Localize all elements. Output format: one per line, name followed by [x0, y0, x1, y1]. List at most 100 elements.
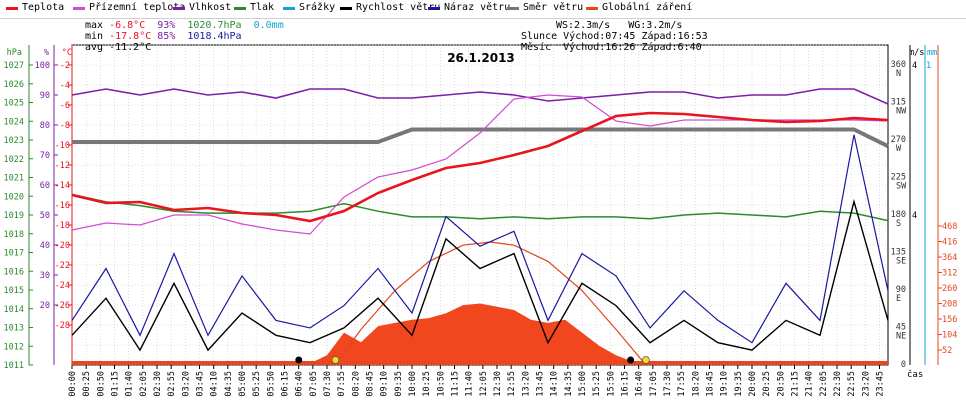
pressure-tick-label: 1027 — [4, 61, 24, 71]
radiation-tick-label: 208 — [942, 300, 957, 310]
series-pressure — [71, 193, 889, 222]
series-temperature — [71, 111, 889, 223]
x-axis-unit: čas — [907, 369, 923, 380]
radiation-tick-label: 156 — [942, 315, 957, 325]
x-tick-label: 02:05 — [139, 371, 149, 397]
x-tick-label: 20:50 — [776, 371, 786, 397]
humidity-tick-label: 20 — [40, 301, 50, 311]
wind-direction-deg: 270 — [891, 135, 906, 145]
series-wind-direction — [72, 127, 889, 148]
legend-swatch — [234, 7, 246, 10]
pressure-axis-unit: hPa — [7, 48, 22, 58]
x-tick-label: 08:45 — [366, 371, 376, 397]
series-global-radiation — [306, 303, 647, 365]
x-tick-label: 17:05 — [649, 371, 659, 397]
pressure-tick-label: 1012 — [4, 342, 24, 352]
pressure-tick-label: 1024 — [4, 117, 24, 127]
temperature-tick-label: -18 — [55, 221, 70, 231]
x-tick-label: 05:00 — [238, 371, 248, 397]
x-tick-label: 21:15 — [791, 371, 801, 397]
chart-axes: 00:00 00:25 00:50 01:15 01:40 02:05 02:30 02:55… — [4, 45, 957, 397]
chart-markers — [295, 356, 650, 364]
rain-unit: mm — [927, 48, 937, 58]
legend-label: Vlhkost — [189, 2, 232, 13]
x-tick-label: 11:40 — [465, 371, 475, 397]
radiation-tick-label: 104 — [942, 331, 957, 341]
x-tick-label: 16:40 — [635, 371, 645, 397]
temperature-tick-label: -4 — [60, 81, 70, 91]
radiation-tick-label: 312 — [942, 269, 957, 279]
x-tick-label: 04:35 — [224, 371, 234, 397]
legend-item: Tlak — [234, 2, 274, 14]
pressure-tick-label: 1013 — [4, 324, 24, 334]
x-tick-label: 16:15 — [621, 371, 631, 397]
humidity-axis-unit: % — [44, 48, 49, 58]
legend-label: Srážky — [299, 2, 336, 13]
temperature-tick-label: -12 — [55, 161, 70, 171]
temperature-tick-label: -28 — [55, 321, 70, 331]
moonset-marker — [295, 356, 303, 364]
x-tick-label: 09:35 — [394, 371, 404, 397]
x-tick-label: 12:30 — [493, 371, 503, 397]
humidity-tick-label: 60 — [40, 181, 50, 191]
pressure-tick-label: 1021 — [4, 174, 24, 184]
legend-label: Globální záření — [602, 2, 693, 13]
x-tick-label: 15:00 — [578, 371, 588, 397]
legend-label: Náraz větru — [444, 2, 511, 13]
x-tick-label: 17:55 — [677, 371, 687, 397]
x-tick-label: 07:30 — [323, 371, 333, 397]
x-tick-label: 03:45 — [196, 371, 206, 397]
legend-swatch — [173, 7, 185, 10]
wind-direction-label: SW — [896, 182, 907, 192]
x-tick-label: 07:55 — [337, 371, 347, 397]
temperature-tick-label: -8 — [60, 121, 70, 131]
temperature-tick-label: -10 — [55, 141, 70, 151]
temperature-tick-label: -14 — [55, 181, 70, 191]
wind-direction-label: NE — [896, 332, 906, 342]
x-tick-label: 08:20 — [351, 371, 361, 397]
pressure-tick-label: 1025 — [4, 99, 24, 109]
wind-direction-label: W — [896, 144, 902, 154]
legend-label: Přízemní teplota — [89, 2, 186, 13]
x-tick-label: 19:10 — [720, 371, 730, 397]
x-tick-label: 12:05 — [479, 371, 489, 397]
chart-title: 26.1.2013 — [447, 51, 515, 65]
wind-speed-tick-label: 4 — [912, 61, 917, 71]
wind-direction-deg: 315 — [891, 98, 906, 108]
x-tick-label: 10:00 — [408, 371, 418, 397]
humidity-tick-label: 30 — [40, 271, 50, 281]
temperature-axis-unit: °C — [62, 48, 72, 58]
humidity-tick-label: 80 — [40, 121, 50, 131]
x-tick-label: 05:25 — [252, 371, 262, 397]
legend-bar: Teplota Přízemní teplota Vlhkost Tlak Srážky… — [0, 0, 966, 19]
x-tick-label: 12:55 — [507, 371, 517, 397]
wind-direction-label: NW — [896, 107, 907, 117]
pressure-tick-label: 1016 — [4, 267, 24, 277]
x-tick-label: 18:20 — [691, 371, 701, 397]
legend-item: Náraz větru — [428, 2, 511, 14]
pressure-tick-label: 1019 — [4, 211, 24, 221]
pressure-tick-label: 1018 — [4, 230, 24, 240]
wind-direction-label: N — [896, 69, 901, 79]
x-tick-label: 00:25 — [82, 371, 92, 397]
radiation-tick-label: 52 — [942, 346, 952, 356]
series-wind-speed — [71, 198, 889, 352]
pressure-tick-label: 1011 — [4, 361, 24, 371]
x-tick-label: 10:50 — [436, 371, 446, 397]
wind-speed-unit: m/s — [909, 48, 924, 58]
stats-max: max -6.8°C 93% 1020.7hPa 0.0mm — [85, 20, 284, 31]
stats-avg: avg -11.2°C — [85, 42, 152, 53]
x-tick-label: 02:30 — [153, 371, 163, 397]
legend-swatch — [73, 7, 85, 10]
x-tick-label: 21:40 — [805, 371, 815, 397]
x-tick-label: 06:40 — [295, 371, 305, 397]
x-tick-label: 13:45 — [536, 371, 546, 397]
legend-item: Přízemní teplota — [73, 2, 186, 14]
x-tick-label: 18:45 — [706, 371, 716, 397]
x-tick-label: 20:00 — [748, 371, 758, 397]
x-tick-label: 03:20 — [181, 371, 191, 397]
legend-item: Globální záření — [586, 2, 693, 14]
x-tick-label: 23:45 — [876, 371, 886, 397]
wind-direction-label: SE — [896, 257, 906, 267]
chart-series — [71, 88, 889, 366]
